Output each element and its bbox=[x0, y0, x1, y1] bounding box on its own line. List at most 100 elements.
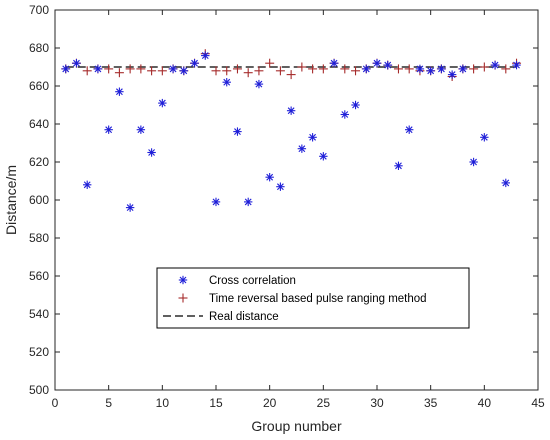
y-tick-label: 660 bbox=[29, 79, 49, 93]
time-reversal-point bbox=[157, 66, 167, 76]
cross-correlation-point bbox=[136, 125, 146, 134]
time-reversal-point bbox=[232, 64, 242, 74]
time-reversal-point bbox=[286, 70, 296, 80]
cross-correlation-point bbox=[351, 100, 360, 110]
cross-correlation-point bbox=[362, 64, 371, 74]
cross-correlation-point bbox=[244, 197, 253, 207]
cross-correlation-point bbox=[254, 79, 264, 89]
cross-correlation-point bbox=[469, 157, 478, 167]
legend-box bbox=[156, 267, 470, 329]
cross-correlation-point bbox=[372, 59, 382, 68]
x-tick-label: 30 bbox=[370, 396, 384, 410]
cross-correlation-point bbox=[115, 87, 124, 96]
y-tick-label: 500 bbox=[29, 383, 49, 397]
data-series bbox=[61, 49, 522, 212]
y-tick-label: 600 bbox=[29, 193, 49, 207]
x-tick-label: 0 bbox=[52, 396, 59, 410]
cross-correlation-point bbox=[297, 144, 307, 153]
y-tick-label: 640 bbox=[29, 117, 49, 131]
cross-correlation-point bbox=[405, 125, 414, 134]
cross-correlation-point bbox=[480, 133, 489, 142]
time-reversal-point bbox=[297, 62, 307, 72]
legend-label: Time reversal based pulse ranging method bbox=[209, 293, 427, 305]
time-reversal-point bbox=[114, 68, 124, 78]
y-tick-label: 700 bbox=[29, 3, 49, 17]
cross-correlation-point bbox=[168, 64, 178, 74]
time-reversal-point bbox=[318, 64, 328, 74]
legend-label: Real distance bbox=[209, 311, 279, 323]
cross-correlation-point bbox=[394, 161, 403, 170]
y-axis-title: Distance/m bbox=[3, 165, 19, 235]
y-tick-label: 560 bbox=[29, 269, 49, 283]
cross-correlation-point bbox=[276, 182, 285, 191]
cross-correlation-point bbox=[201, 51, 210, 60]
cross-correlation-point bbox=[426, 66, 435, 75]
cross-correlation-point bbox=[329, 59, 339, 68]
cross-correlation-point bbox=[104, 125, 113, 134]
y-tick-label: 520 bbox=[29, 345, 49, 359]
x-tick-label: 25 bbox=[317, 396, 331, 410]
time-reversal-point bbox=[479, 62, 489, 72]
cross-correlation-point bbox=[286, 106, 296, 115]
cross-correlation-point bbox=[512, 60, 521, 70]
x-tick-label: 45 bbox=[531, 396, 545, 410]
y-tick-label: 620 bbox=[29, 155, 49, 169]
cross-correlation-point bbox=[415, 64, 425, 74]
cross-correlation-point bbox=[319, 152, 328, 161]
x-tick-label: 5 bbox=[105, 396, 112, 410]
legend: Cross correlation Time reversal based pul… bbox=[156, 267, 470, 329]
y-tick-label: 540 bbox=[29, 307, 49, 321]
time-reversal-point bbox=[308, 64, 318, 74]
cross-correlation-point bbox=[490, 60, 500, 70]
cross-correlation-point bbox=[125, 203, 135, 212]
time-reversal-point bbox=[104, 64, 114, 74]
time-reversal-point bbox=[351, 66, 361, 76]
time-reversal-point bbox=[211, 66, 221, 76]
cross-correlation-point bbox=[447, 70, 457, 79]
time-reversal-point bbox=[125, 64, 135, 74]
cross-correlation-point bbox=[93, 64, 103, 74]
cross-correlation-point bbox=[179, 66, 188, 75]
cross-correlation-point bbox=[83, 180, 92, 189]
time-reversal-point bbox=[275, 66, 285, 76]
x-tick-label: 35 bbox=[424, 396, 438, 410]
time-reversal-point bbox=[393, 64, 403, 74]
cross-correlation-point bbox=[265, 173, 274, 182]
cross-correlation-point bbox=[211, 197, 221, 207]
legend-marker-time-reversal bbox=[178, 293, 188, 303]
cross-correlation-point bbox=[340, 110, 349, 119]
x-tick-label: 20 bbox=[263, 396, 277, 410]
legend-label: Cross correlation bbox=[209, 275, 296, 287]
time-reversal-point bbox=[254, 66, 264, 76]
cross-correlation-point bbox=[233, 127, 242, 136]
y-tick-label: 580 bbox=[29, 231, 49, 245]
cross-correlation-point bbox=[147, 148, 156, 157]
time-reversal-point bbox=[265, 58, 275, 68]
time-reversal-point bbox=[404, 64, 414, 74]
time-reversal-point bbox=[469, 64, 479, 74]
x-tick-label: 40 bbox=[478, 396, 492, 410]
time-reversal-point bbox=[243, 68, 253, 78]
y-tick-label: 680 bbox=[29, 41, 49, 55]
cross-correlation-point bbox=[458, 64, 468, 74]
cross-correlation-point bbox=[383, 60, 392, 70]
time-reversal-point bbox=[147, 66, 157, 76]
cross-correlation-point bbox=[72, 59, 81, 68]
x-tick-label: 15 bbox=[209, 396, 223, 410]
legend-marker-cross-correlation bbox=[178, 275, 188, 285]
cross-correlation-point bbox=[190, 59, 199, 68]
time-reversal-point bbox=[136, 64, 146, 74]
time-reversal-point bbox=[501, 64, 511, 74]
axis-ticks bbox=[54, 9, 539, 391]
cross-correlation-point bbox=[158, 98, 167, 108]
time-reversal-point bbox=[340, 64, 350, 74]
x-tick-label: 10 bbox=[156, 396, 170, 410]
cross-correlation-point bbox=[501, 178, 510, 188]
cross-correlation-point bbox=[61, 64, 70, 74]
time-reversal-point bbox=[222, 66, 232, 76]
tick-labels: 0 5 10 15 20 25 30 35 40 45 500 520 540 560 580 600 620 6… bbox=[29, 3, 545, 410]
time-reversal-point bbox=[82, 66, 92, 76]
cross-correlation-point bbox=[437, 64, 446, 74]
cross-correlation-point bbox=[308, 133, 317, 142]
